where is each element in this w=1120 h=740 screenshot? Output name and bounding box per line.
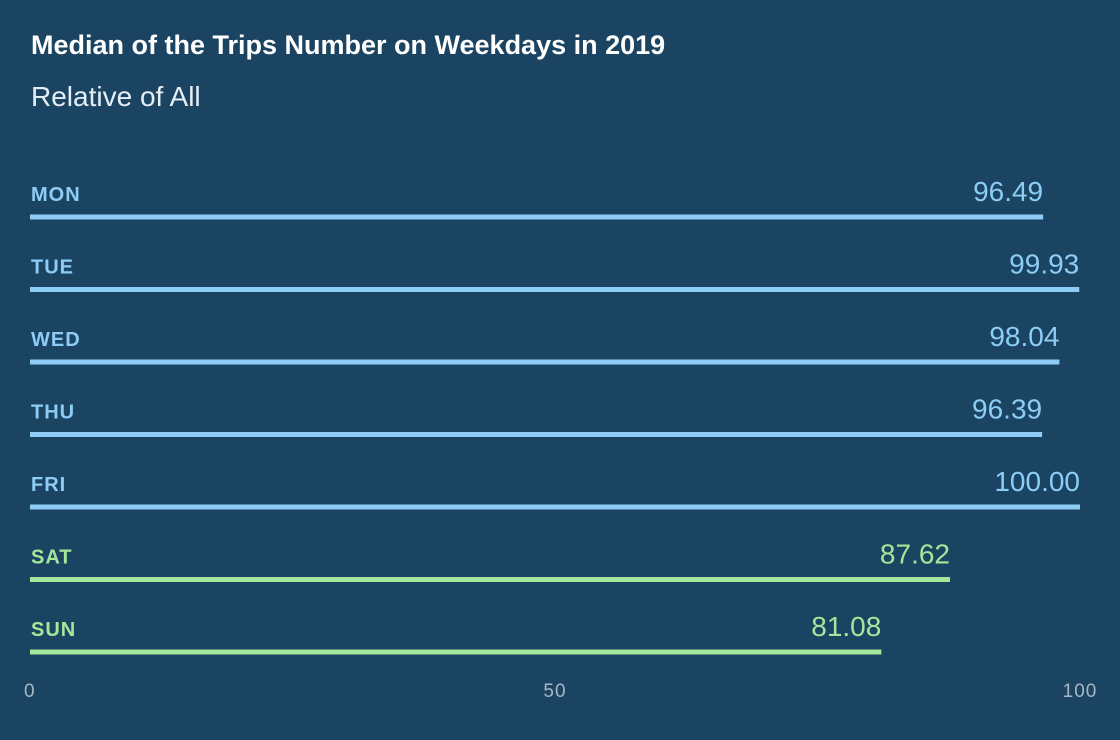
x-tick-label-0: 0 — [24, 681, 36, 702]
value-label-thu: 96.39 — [972, 394, 1042, 425]
x-tick-label-50: 50 — [543, 681, 566, 702]
value-label-wed: 98.04 — [989, 321, 1059, 352]
bar-thu — [30, 432, 1043, 437]
category-label-tue: TUE — [31, 257, 74, 279]
bar-fri — [30, 504, 1080, 510]
bar-sat — [30, 577, 951, 582]
bar-wed — [30, 359, 1060, 365]
category-label-mon: MON — [31, 184, 81, 206]
category-label-wed: WED — [31, 329, 81, 351]
value-label-sun: 81.08 — [811, 611, 881, 642]
chart-title: Median of the Trips Number on Weekdays i… — [31, 30, 666, 60]
chart-subtitle: Relative of All — [31, 81, 201, 112]
category-label-sun: SUN — [31, 619, 76, 641]
bar-tue — [30, 287, 1080, 292]
x-tick-label-100: 100 — [1063, 681, 1098, 702]
value-label-sat: 87.62 — [880, 539, 950, 570]
category-label-fri: FRI — [31, 474, 66, 496]
bar-sun — [30, 649, 882, 655]
value-label-fri: 100.00 — [994, 466, 1080, 497]
bar-mon — [30, 214, 1044, 220]
category-label-thu: THU — [31, 402, 75, 424]
category-label-sat: SAT — [31, 547, 73, 569]
value-label-mon: 96.49 — [973, 176, 1043, 207]
value-label-tue: 99.93 — [1009, 249, 1079, 280]
